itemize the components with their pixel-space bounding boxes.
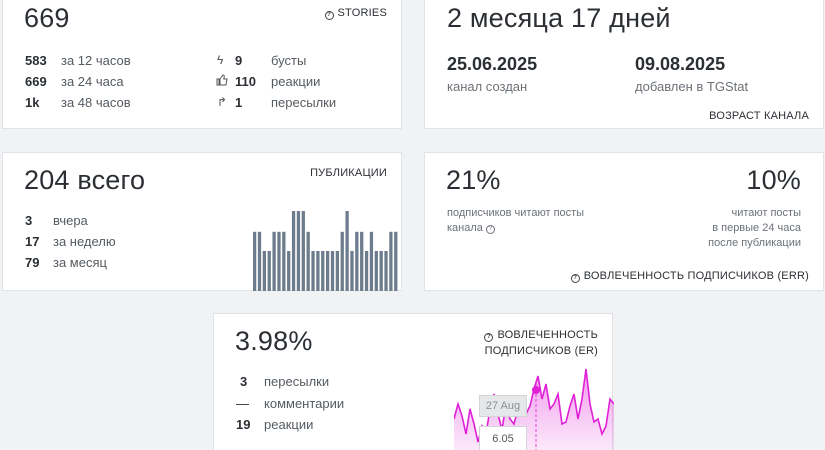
publication-bar[interactable] <box>321 251 325 291</box>
publication-bar[interactable] <box>277 231 281 291</box>
question-icon: ? <box>570 274 580 283</box>
publication-bar[interactable] <box>282 231 286 291</box>
publication-bar[interactable] <box>345 211 349 291</box>
publications-card: 204 всего ПУБЛИКАЦИИ 3 вчера 17 за неделю … <box>2 152 402 291</box>
publications-tag: ПУБЛИКАЦИИ <box>310 167 387 179</box>
publication-bar[interactable] <box>257 231 262 291</box>
publication-bar[interactable] <box>311 251 315 291</box>
err-left-value: 21% <box>446 165 501 195</box>
stories-tag: ? STORIES <box>324 7 388 20</box>
thumbs-up-icon <box>216 74 228 89</box>
publication-bar[interactable] <box>267 251 271 291</box>
lightning-icon: ϟ <box>217 53 224 67</box>
er-value: 3.98% <box>235 326 313 356</box>
question-icon: ? <box>484 333 494 342</box>
er-tag: ? ВОВЛЕЧЕННОСТЬ ПОДПИСЧИКОВ (ER) <box>484 329 598 357</box>
err-right-value: 10% <box>746 165 801 195</box>
publication-bar[interactable] <box>253 231 257 291</box>
channel-age-value: 2 месяца 17 дней <box>447 3 671 33</box>
er-line-chart[interactable] <box>454 364 614 450</box>
publication-bar[interactable] <box>272 231 276 291</box>
err-left-desc: подписчиков читают посты канала? <box>447 207 585 234</box>
publication-bar[interactable] <box>340 231 344 291</box>
err-right-desc: читают посты в первые 24 часа после публ… <box>708 207 801 249</box>
tooltip-value: 6.05 <box>479 426 527 450</box>
publication-bar[interactable] <box>287 251 291 291</box>
publication-bar[interactable] <box>394 231 398 291</box>
publication-bar[interactable] <box>350 251 354 291</box>
publication-bar[interactable] <box>360 231 364 291</box>
publication-bar[interactable] <box>335 251 339 291</box>
publication-bar[interactable] <box>326 251 330 291</box>
publication-bar[interactable] <box>301 211 305 291</box>
publication-bar[interactable] <box>316 251 320 291</box>
er-area <box>454 369 614 450</box>
channel-age-card: 2 месяца 17 дней 25.06.2025 канал создан… <box>424 0 824 129</box>
stories-value: 669 <box>24 3 70 33</box>
channel-age-tag: ВОЗРАСТ КАНАЛА <box>709 110 809 122</box>
publications-value: 204 всего <box>24 165 146 195</box>
publication-bar[interactable] <box>379 251 383 291</box>
question-icon: ? <box>324 11 334 20</box>
question-icon[interactable]: ? <box>485 225 495 234</box>
publications-bar-chart <box>253 211 398 291</box>
share-icon: ↱ <box>217 95 228 109</box>
stories-card: 669 ? STORIES 583 за 12 часов 669 за 24 час… <box>2 0 402 129</box>
publication-bar[interactable] <box>355 231 359 291</box>
hover-point <box>532 386 540 394</box>
publication-bar[interactable] <box>330 251 335 291</box>
publication-bar[interactable] <box>384 251 388 291</box>
publication-bar[interactable] <box>364 251 369 291</box>
created-label: канал создан <box>447 79 528 94</box>
created-date: 25.06.2025 <box>447 54 538 74</box>
publication-bar[interactable] <box>389 231 393 291</box>
publication-bar[interactable] <box>306 231 310 291</box>
added-date: 09.08.2025 <box>635 54 726 74</box>
err-tag: ? ВОВЛЕЧЕННОСТЬ ПОДПИСЧИКОВ (ERR) <box>570 270 809 283</box>
publication-bar[interactable] <box>262 251 266 291</box>
publication-bar[interactable] <box>291 211 296 291</box>
tooltip-date: 27 Aug <box>479 395 527 417</box>
added-label: добавлен в TGStat <box>635 79 749 94</box>
publication-bar[interactable] <box>369 231 374 291</box>
err-card: 21% подписчиков читают посты канала? 10%… <box>424 152 824 291</box>
publication-bar[interactable] <box>296 211 301 291</box>
publication-bar[interactable] <box>374 251 378 291</box>
